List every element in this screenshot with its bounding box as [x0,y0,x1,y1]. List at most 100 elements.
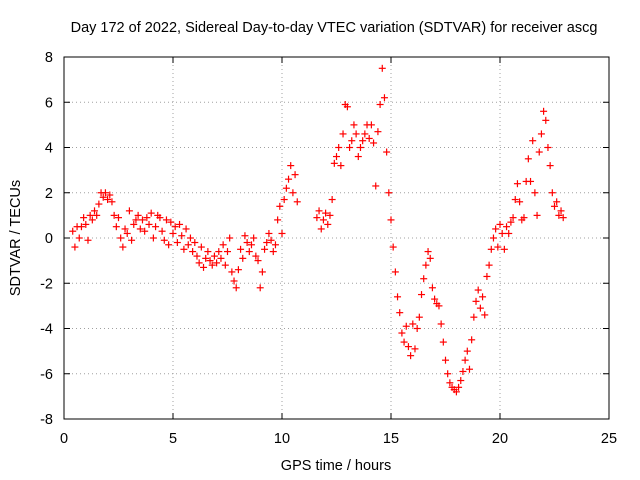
data-point [361,130,369,138]
data-point [317,225,325,233]
data-point [339,130,347,138]
data-point [511,196,519,204]
data-point [276,202,284,210]
data-point [195,259,203,267]
data-point [243,239,251,247]
data-point [537,130,545,138]
data-point [169,229,177,237]
data-point [197,243,205,251]
data-point [82,220,90,228]
data-point [280,196,288,204]
data-point [322,209,330,217]
data-point [516,198,524,206]
data-point [239,254,247,262]
data-point [372,182,380,190]
data-point [553,198,561,206]
x-axis-label: GPS time / hours [281,458,391,474]
data-point [426,254,434,262]
data-point [378,64,386,72]
data-point [459,367,467,375]
data-point [509,214,517,222]
y-tick-label: 2 [45,186,53,202]
data-point [75,234,83,242]
data-point [452,388,460,396]
data-point [376,101,384,109]
data-point [219,241,227,249]
data-point [71,243,79,251]
data-point [437,320,445,328]
data-point [498,229,506,237]
data-point [479,293,487,301]
data-point [319,216,327,224]
data-point [171,223,179,231]
data-point [422,261,430,269]
data-point [138,216,146,224]
x-tick-label: 0 [60,431,68,447]
data-point [485,261,493,269]
data-point [370,139,378,147]
data-point [346,144,354,151]
data-point [234,266,242,274]
y-tick-label: -6 [40,367,53,383]
data-point [400,338,408,346]
data-point [359,137,367,145]
data-point [226,234,234,242]
data-point [241,232,249,240]
data-point [93,211,101,219]
data-point [383,148,391,156]
data-point [374,128,382,136]
data-point [546,162,554,170]
data-point [250,234,258,242]
data-point [407,352,415,360]
grid-lines [64,57,609,419]
data-point [489,234,497,242]
data-point [559,214,567,222]
data-point [420,275,428,283]
data-point [507,218,515,226]
data-point [160,236,168,244]
data-point [232,284,240,292]
data-point [265,229,273,237]
data-point [335,144,343,151]
data-point [385,189,393,197]
data-point [263,239,271,247]
data-point [285,175,293,183]
data-point [394,293,402,301]
data-point [189,248,197,256]
data-point [402,322,410,330]
data-point [204,248,212,256]
data-point [505,229,513,237]
data-point [343,103,351,111]
data-point [254,257,262,265]
data-point [548,189,556,197]
data-point [500,245,508,253]
axis-ticks: 0 5 10 15 20 25 -8 -6 -4 -2 0 2 4 6 8 [40,50,617,447]
data-point [387,216,395,224]
data-point [481,311,489,319]
data-point [278,229,286,237]
data-point [182,225,190,233]
data-point [527,177,535,185]
data-point [391,268,399,276]
y-tick-label: 8 [45,50,53,66]
data-point [557,207,565,215]
x-tick-label: 10 [274,431,290,447]
data-point [165,241,173,249]
data-point [136,225,144,233]
data-point [367,121,375,129]
y-tick-label: -2 [40,276,53,292]
x-tick-label: 5 [169,431,177,447]
data-point [326,211,334,219]
data-point [208,261,216,269]
data-point [261,245,269,253]
data-point [337,162,345,170]
data-point [228,268,236,276]
data-point [91,207,99,215]
data-point [193,252,201,260]
data-point [149,234,157,242]
data-point [125,207,133,215]
data-point [409,320,417,328]
data-point [533,211,541,219]
data-point [271,241,279,249]
data-point [206,257,214,265]
